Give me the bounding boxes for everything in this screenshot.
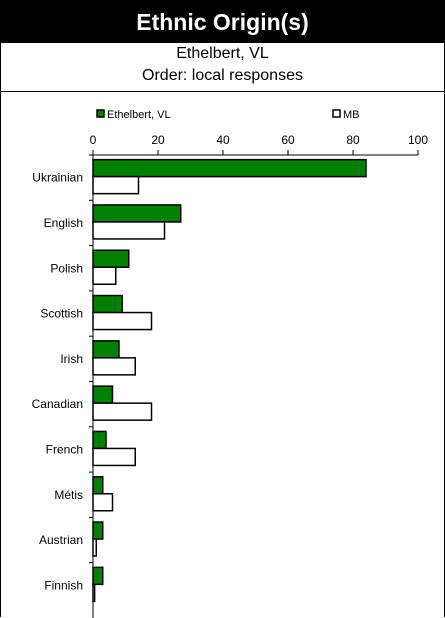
legend-label: Ethelbert, VL	[107, 109, 171, 121]
x-tick-label: 80	[346, 133, 360, 147]
x-tick-label: 0	[90, 133, 97, 147]
bar	[92, 175, 140, 195]
bar	[92, 294, 123, 314]
chart-subtitle: Ethelbert, VL	[176, 45, 269, 62]
category-label: Polish	[50, 261, 83, 275]
bar	[92, 430, 107, 450]
category-label: Irish	[60, 352, 83, 366]
bar	[92, 204, 182, 223]
order-note: Order: local responses	[142, 67, 303, 84]
bar	[92, 521, 104, 540]
bar	[92, 158, 367, 178]
subtitle-box: Ethelbert, VL Order: local responses	[1, 43, 444, 92]
bar	[92, 385, 114, 404]
x-tick-label: 60	[281, 133, 295, 147]
bar	[92, 266, 117, 285]
bar	[92, 583, 96, 603]
category-label: English	[44, 216, 83, 230]
bar	[92, 249, 130, 268]
bar	[92, 538, 97, 557]
bar	[92, 566, 104, 586]
bar	[92, 476, 104, 495]
bars	[92, 158, 367, 603]
bar	[92, 340, 120, 359]
x-tick-label: 100	[408, 133, 428, 147]
bar	[92, 402, 153, 421]
category-label: Métis	[54, 488, 83, 502]
bar	[92, 357, 136, 376]
bar	[92, 221, 166, 240]
category-label: Finnish	[44, 578, 83, 592]
legend-label: MB	[343, 109, 360, 121]
legend: Ethelbert, VL MB	[96, 109, 360, 121]
category-label: Scottish	[40, 307, 83, 321]
legend-swatch	[96, 109, 105, 118]
chart-title: Ethnic Origin(s)	[1, 1, 444, 43]
x-tick-label: 20	[151, 133, 165, 147]
legend-swatch	[332, 109, 341, 118]
category-label: Austrian	[39, 533, 83, 547]
category-label: Canadian	[32, 397, 83, 411]
category-labels: Ukrainian English Polish Scottish Irish Canad…	[32, 171, 83, 593]
bar	[92, 447, 136, 467]
category-label: Ukrainian	[32, 171, 83, 185]
x-tick-label: 40	[216, 133, 230, 147]
bar	[92, 493, 114, 512]
bar	[92, 311, 153, 331]
category-label: French	[46, 442, 83, 456]
